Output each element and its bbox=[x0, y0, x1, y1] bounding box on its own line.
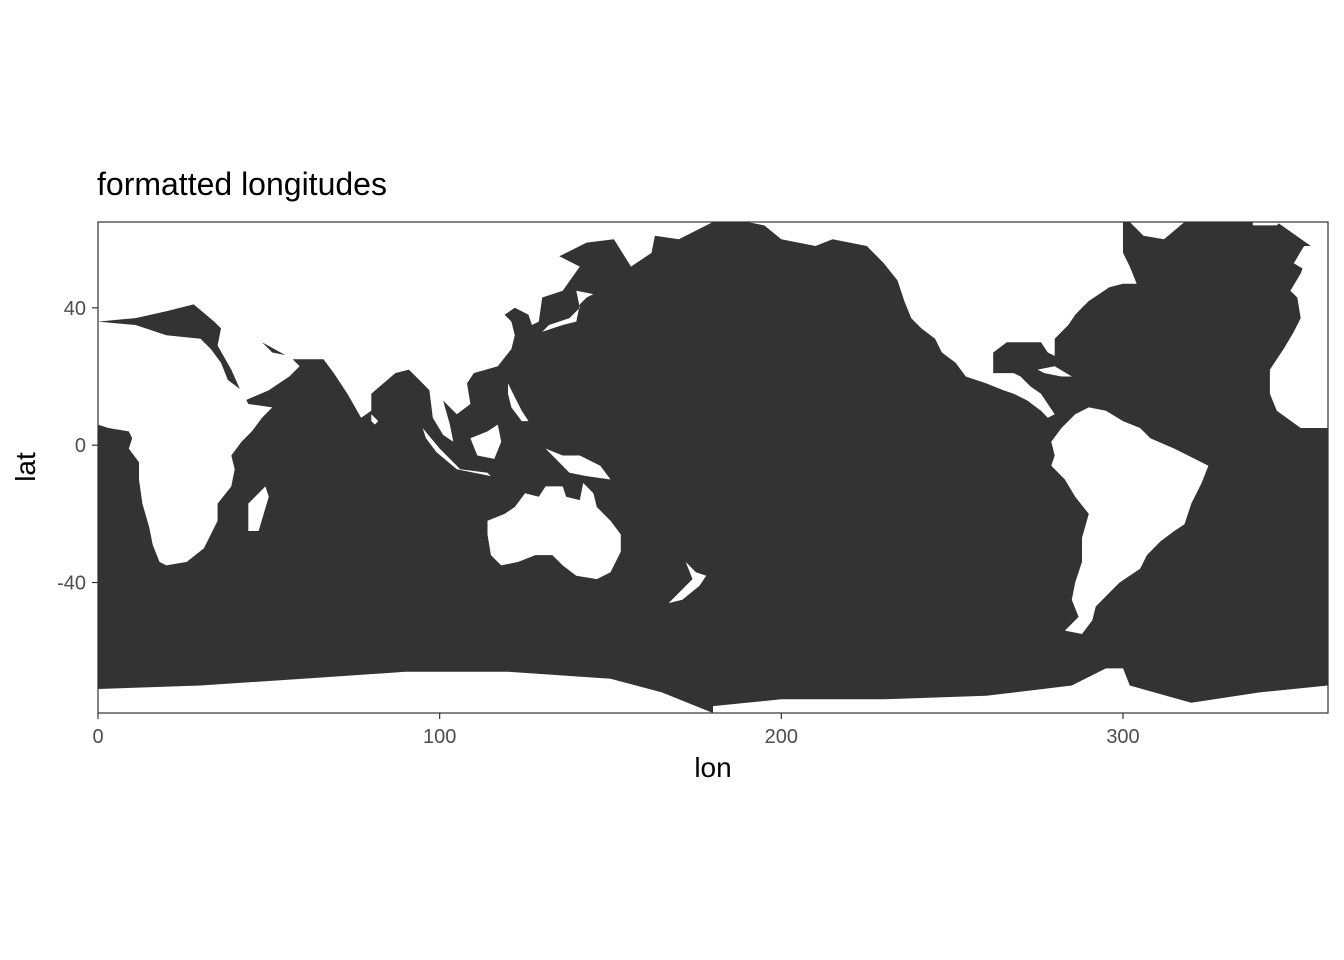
land-antarctica-a bbox=[98, 671, 713, 713]
x-tick-label: 0 bbox=[92, 726, 103, 748]
land-cuba bbox=[1037, 366, 1072, 377]
land-sri-lanka bbox=[371, 414, 379, 425]
land-new-zealand bbox=[668, 561, 707, 604]
land-uk-ireland bbox=[1293, 246, 1322, 274]
land-europe-east bbox=[1269, 222, 1328, 428]
y-tick-label: 0 bbox=[75, 435, 86, 457]
chart-title: formatted longitudes bbox=[97, 166, 387, 202]
land-north-america bbox=[747, 222, 1137, 418]
land-europe-asia bbox=[98, 222, 713, 442]
axes: 0 100 200 300 -40 0 40 bbox=[57, 298, 1140, 748]
x-tick-label: 200 bbox=[765, 726, 798, 748]
land-borneo bbox=[470, 424, 502, 459]
land-greenland bbox=[1129, 222, 1185, 240]
y-tick-label: 40 bbox=[64, 298, 86, 320]
land-new-guinea bbox=[545, 448, 611, 480]
land-south-america bbox=[1051, 407, 1209, 634]
land-australia bbox=[487, 483, 621, 580]
x-axis-label: lon bbox=[694, 752, 732, 783]
land-sumatra-java bbox=[422, 428, 491, 477]
land-iceland bbox=[1252, 222, 1281, 226]
land-africa bbox=[98, 321, 273, 566]
land-madagascar bbox=[248, 486, 269, 531]
x-tick-label: 100 bbox=[423, 726, 456, 748]
y-tick-label: -40 bbox=[57, 573, 86, 595]
panel-border bbox=[97, 221, 1329, 714]
land-philippines bbox=[508, 383, 529, 422]
plot-panel bbox=[97, 221, 1329, 714]
land-antarctica-b bbox=[713, 668, 1328, 713]
land-japan bbox=[542, 290, 594, 332]
x-tick-label: 300 bbox=[1106, 726, 1139, 748]
